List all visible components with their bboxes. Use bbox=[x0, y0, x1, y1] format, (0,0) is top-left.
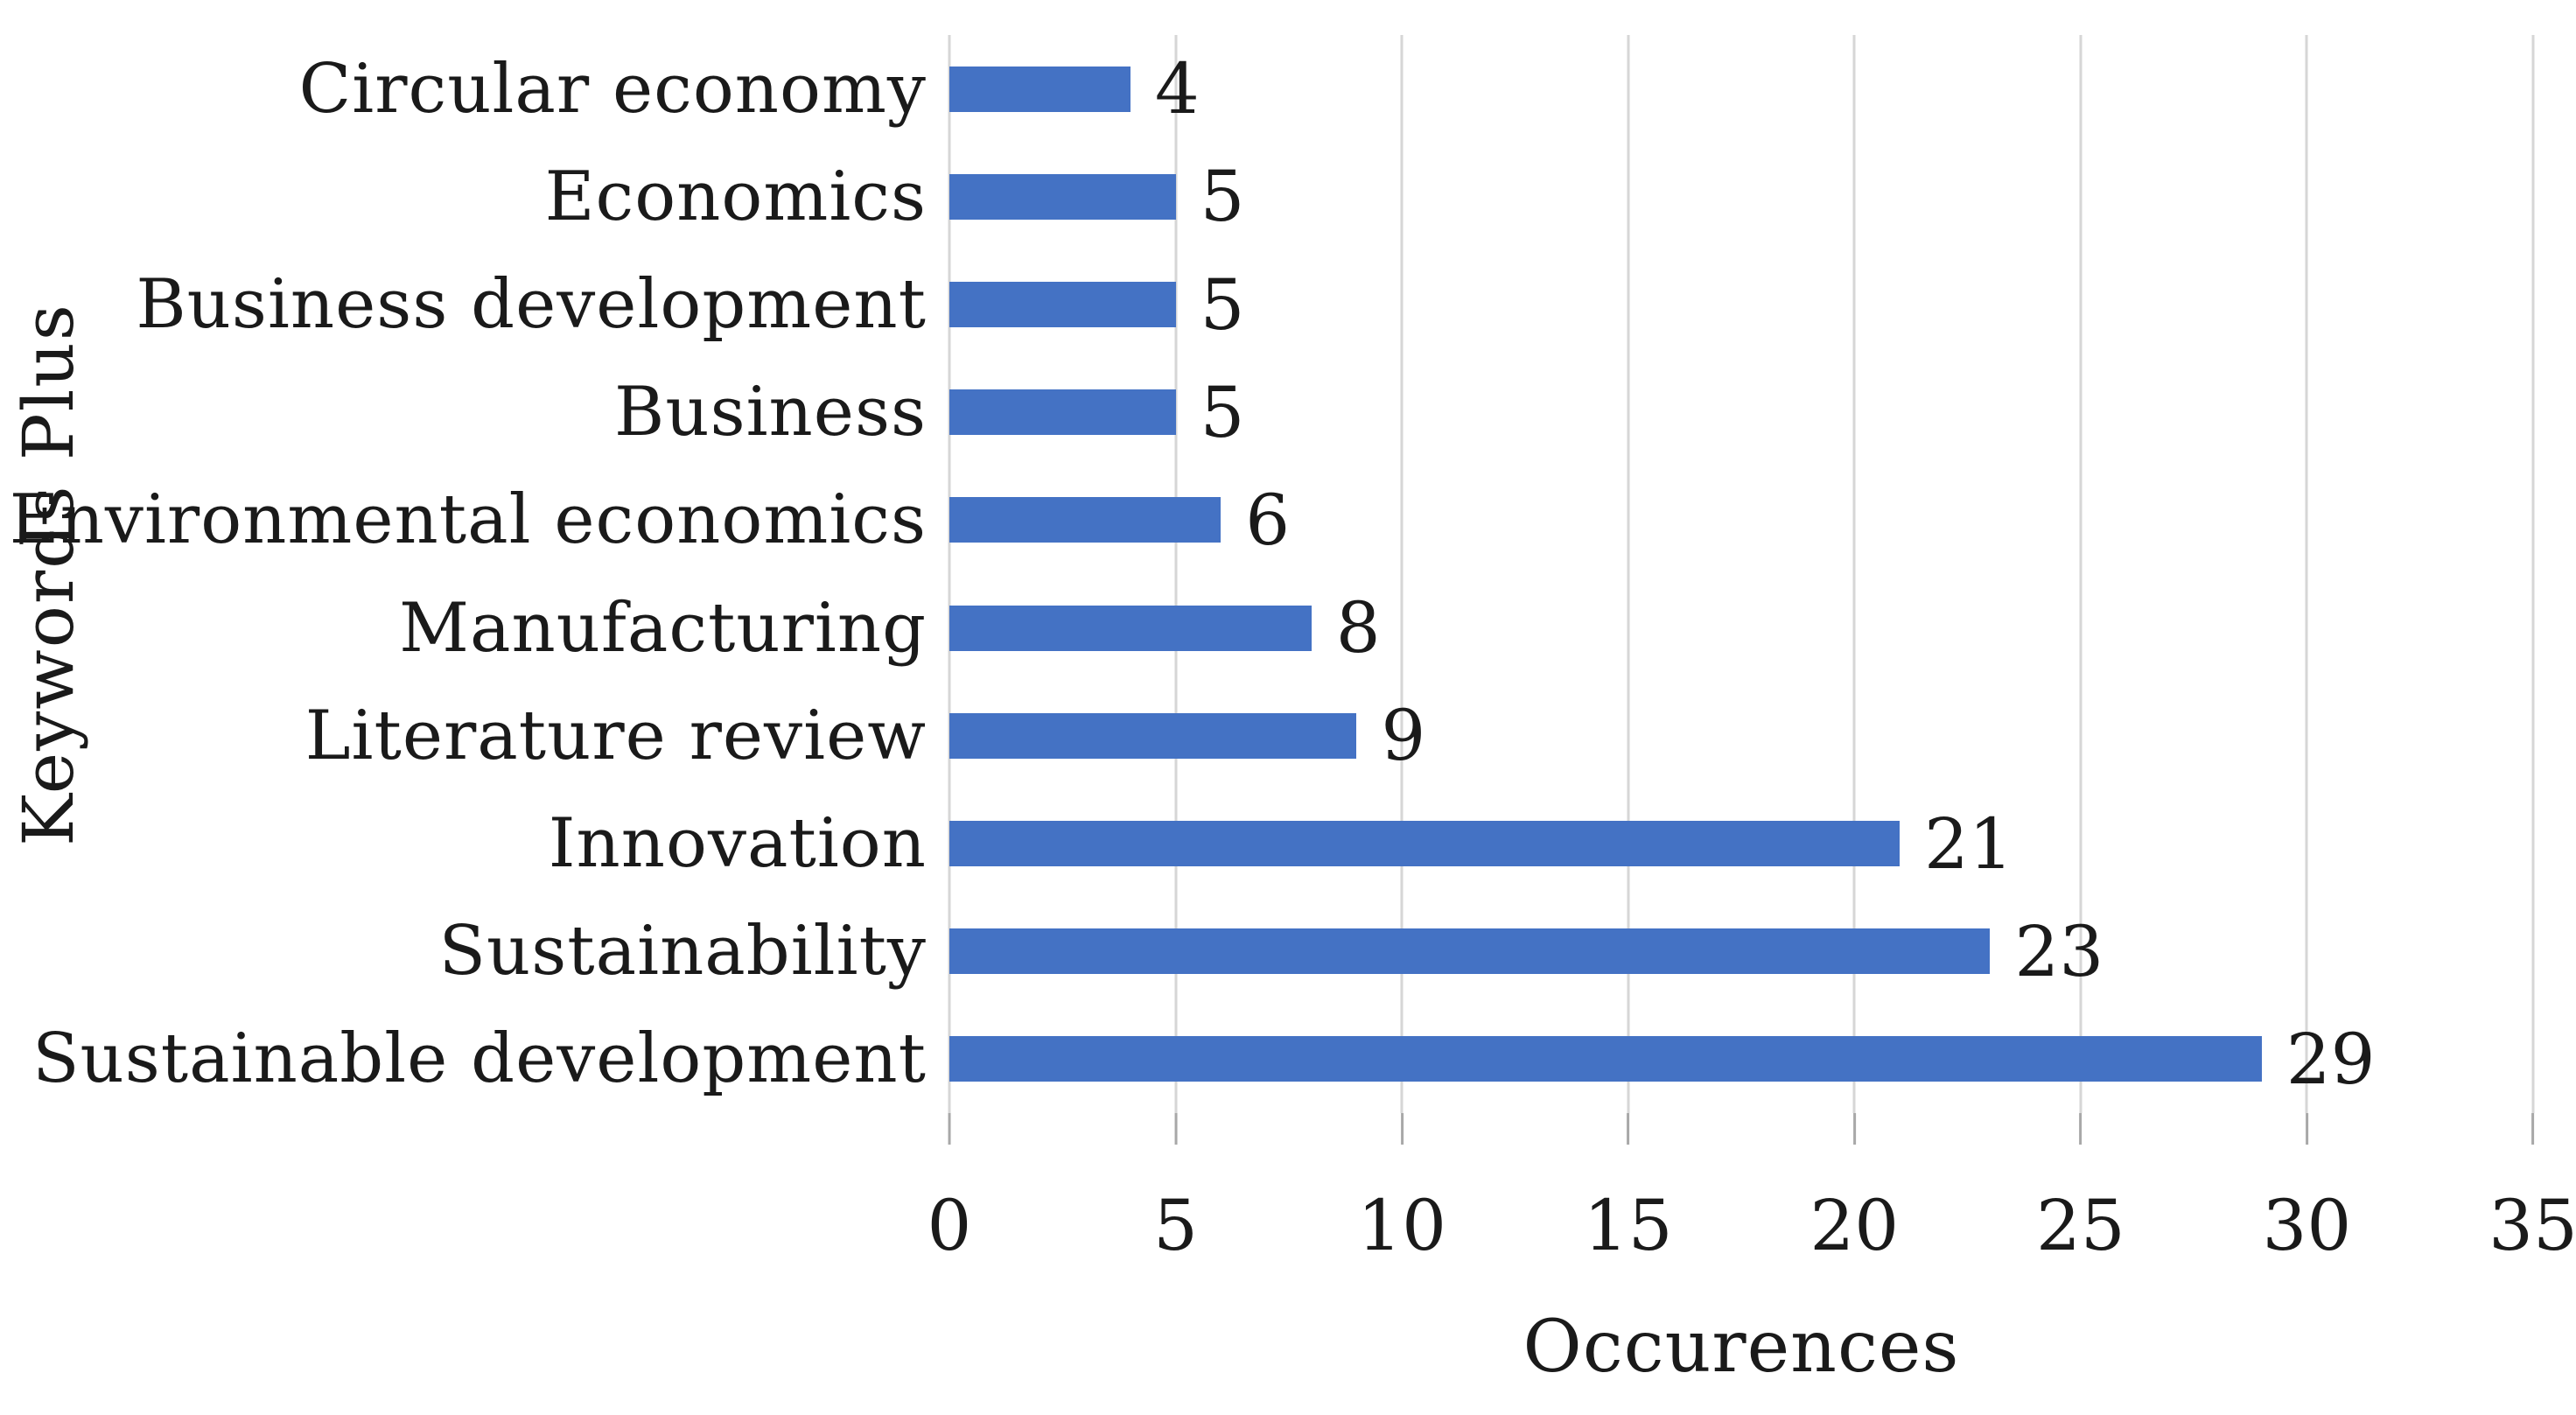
bar bbox=[949, 928, 1991, 975]
bar bbox=[949, 821, 1900, 867]
gridline bbox=[948, 35, 951, 1113]
bar bbox=[949, 605, 1312, 651]
tick-mark bbox=[2305, 1113, 2308, 1145]
x-axis: 0 5 10 15 20 25 30 35 bbox=[928, 1113, 2576, 1271]
x-tick: 20 bbox=[1810, 1113, 1899, 1268]
tick-mark bbox=[2079, 1113, 2082, 1145]
category-label: Sustainability bbox=[438, 912, 927, 991]
bar bbox=[949, 282, 1176, 327]
x-tick: 25 bbox=[2036, 1113, 2125, 1268]
bar-value-label: 5 bbox=[1200, 156, 1245, 238]
bar-value-label: 29 bbox=[2286, 1018, 2376, 1100]
x-tick-label: 25 bbox=[2035, 1185, 2125, 1266]
bar-row: 21 bbox=[949, 789, 2533, 897]
x-tick-label: 20 bbox=[1810, 1185, 1900, 1266]
gridline bbox=[1174, 35, 1178, 1113]
x-tick: 30 bbox=[2262, 1113, 2352, 1268]
x-tick: 35 bbox=[2488, 1113, 2576, 1268]
x-tick: 5 bbox=[1153, 1113, 1198, 1268]
gridline bbox=[1852, 35, 1856, 1113]
bar bbox=[949, 66, 1130, 112]
category-axis-labels: Circular economy Economics Business develo… bbox=[9, 35, 949, 1113]
bar bbox=[949, 389, 1176, 436]
tick-mark bbox=[2531, 1113, 2535, 1145]
bar-value-label: 4 bbox=[1154, 48, 1200, 130]
bars-container: 4 5 5 5 6 8 9 21 23 29 bbox=[949, 35, 2533, 1113]
x-tick-label: 15 bbox=[1583, 1185, 1673, 1266]
tick-mark bbox=[1400, 1113, 1404, 1145]
category-label: Business development bbox=[136, 265, 927, 344]
bar-value-label: 6 bbox=[1245, 479, 1291, 561]
bar-row: 5 bbox=[949, 359, 2533, 466]
gridline bbox=[2305, 35, 2308, 1113]
bar-value-label: 5 bbox=[1200, 263, 1245, 346]
bar-row: 4 bbox=[949, 35, 2533, 143]
gridline bbox=[2531, 35, 2535, 1113]
bar-row: 5 bbox=[949, 143, 2533, 250]
bar-row: 6 bbox=[949, 466, 2533, 574]
bar bbox=[949, 497, 1222, 543]
bar bbox=[949, 1036, 2262, 1082]
x-tick: 10 bbox=[1357, 1113, 1446, 1268]
tick-mark bbox=[1852, 1113, 1856, 1145]
bar-value-label: 8 bbox=[1335, 587, 1381, 669]
tick-mark bbox=[1174, 1113, 1178, 1145]
category-label: Manufacturing bbox=[399, 588, 927, 668]
plot-area: 4 5 5 5 6 8 9 21 23 29 bbox=[948, 35, 2535, 1113]
bar-row: 23 bbox=[949, 898, 2533, 1005]
category-label: Economics bbox=[544, 157, 927, 236]
x-tick: 15 bbox=[1584, 1113, 1673, 1268]
x-tick: 0 bbox=[927, 1113, 972, 1268]
bar-row: 5 bbox=[949, 250, 2533, 358]
gridline bbox=[2079, 35, 2082, 1113]
bar-row: 29 bbox=[949, 1005, 2533, 1113]
chart-main: Circular economy Economics Business develo… bbox=[9, 0, 2576, 1389]
x-tick-label: 35 bbox=[2488, 1185, 2576, 1266]
category-label: Sustainable development bbox=[32, 1019, 927, 1099]
plot-region: Circular economy Economics Business develo… bbox=[9, 0, 2576, 1113]
y-axis-title-container: Keywords Plus bbox=[0, 35, 96, 1113]
x-axis-title-container: Occurences bbox=[949, 1306, 2533, 1389]
bar-value-label: 5 bbox=[1200, 371, 1245, 453]
x-tick-label: 5 bbox=[1153, 1185, 1199, 1266]
x-axis-title: Occurences bbox=[1522, 1306, 1960, 1389]
category-label: Innovation bbox=[548, 804, 927, 884]
bar-value-label: 21 bbox=[1924, 802, 2013, 885]
bar bbox=[949, 712, 1357, 759]
category-label: Literature review bbox=[304, 696, 927, 775]
bar-value-label: 9 bbox=[1381, 695, 1426, 777]
x-tick-label: 10 bbox=[1357, 1185, 1447, 1266]
bar bbox=[949, 173, 1176, 220]
y-axis-title: Keywords Plus bbox=[7, 302, 89, 846]
bar-value-label: 23 bbox=[2014, 910, 2104, 992]
x-tick-label: 0 bbox=[927, 1185, 972, 1266]
category-label: Circular economy bbox=[298, 49, 927, 129]
category-label: Environmental economics bbox=[9, 480, 927, 560]
bar-row: 8 bbox=[949, 574, 2533, 682]
tick-mark bbox=[948, 1113, 951, 1145]
tick-mark bbox=[1627, 1113, 1630, 1145]
category-label: Business bbox=[614, 373, 927, 452]
gridline bbox=[1400, 35, 1404, 1113]
gridline bbox=[1627, 35, 1630, 1113]
x-tick-label: 30 bbox=[2262, 1185, 2352, 1266]
bar-row: 9 bbox=[949, 682, 2533, 789]
